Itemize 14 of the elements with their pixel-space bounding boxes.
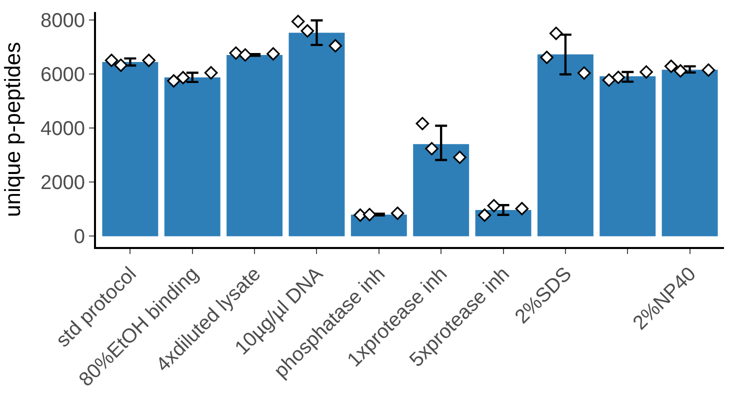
bar <box>600 76 656 236</box>
bar <box>662 70 718 236</box>
bar <box>226 54 283 236</box>
y-tick-label: 6000 <box>40 64 85 86</box>
bar <box>537 54 594 236</box>
y-tick-label: 4000 <box>40 118 85 140</box>
y-tick-label: 8000 <box>40 10 85 32</box>
y-tick-label: 2000 <box>40 172 85 194</box>
bar <box>102 62 158 236</box>
bar <box>288 32 345 236</box>
y-axis-title: unique p-peptides <box>0 42 25 217</box>
y-tick-label: 0 <box>74 226 85 248</box>
bar <box>164 77 220 236</box>
bar <box>413 144 470 236</box>
